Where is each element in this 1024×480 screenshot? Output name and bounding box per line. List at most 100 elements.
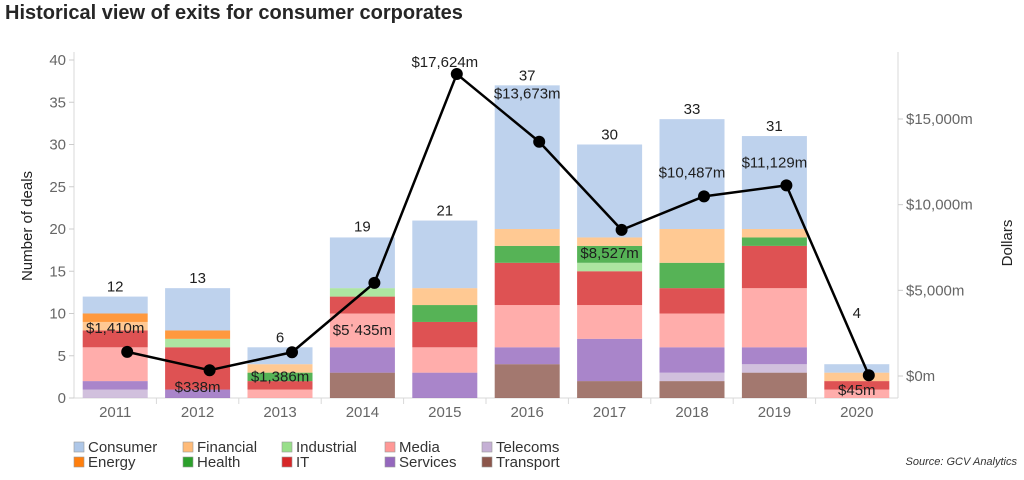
bar-segment-consumer-2014	[329, 237, 395, 289]
legend-item-media[interactable]: Media	[384, 439, 441, 456]
bar-segment-energy-2012	[165, 330, 231, 339]
bar-segment-consumer-2020	[824, 364, 890, 373]
legend-label: Transport	[496, 454, 560, 471]
y-axis-title: Number of deals	[19, 171, 36, 281]
dollars-point-2012	[203, 364, 216, 377]
bar-segment-health-2013	[247, 372, 313, 382]
y2-axis-title: Dollars	[999, 220, 1016, 267]
y-tick-label: 10	[49, 306, 66, 323]
legend-item-financial[interactable]: Financial	[182, 439, 257, 456]
legend-swatch	[481, 441, 493, 453]
bar-segment-industrial-2017	[577, 262, 643, 272]
y-tick-label: 15	[49, 263, 66, 280]
bar-segment-it-2013	[247, 381, 313, 390]
bar-segment-financial-2017	[577, 237, 643, 246]
dollars-point-2014	[368, 276, 381, 289]
bar-segment-services-2012	[165, 389, 231, 398]
deal-count-label-2016: 37	[519, 67, 536, 84]
y2-tick-label: $5,000m	[906, 282, 964, 299]
legend-item-energy[interactable]: Energy	[73, 454, 136, 471]
bar-segment-it-2011	[82, 330, 148, 348]
bar-segment-consumer-2019	[741, 136, 807, 229]
deal-count-label-2017: 30	[601, 127, 618, 144]
bar-segment-transport-2018	[659, 381, 725, 398]
dollar-label-2017: $8,527m	[580, 245, 638, 262]
legend-label: Health	[197, 454, 240, 471]
bar-segment-media-2019	[741, 288, 807, 348]
bar-segment-transport-2016	[494, 364, 560, 398]
legend-item-it[interactable]: IT	[281, 454, 309, 471]
bar-segment-media-2011	[82, 347, 148, 382]
bar-segment-services-2014	[329, 347, 395, 373]
bar-segment-it-2018	[659, 288, 725, 314]
legend-item-consumer[interactable]: Consumer	[73, 439, 157, 456]
deal-count-label-2020: 4	[853, 305, 861, 322]
x-tick-label: 2016	[511, 404, 544, 421]
bar-segment-consumer-2012	[165, 288, 231, 331]
y-tick-label: 5	[58, 348, 66, 365]
legend-label: IT	[296, 454, 309, 471]
x-tick-label: 2015	[428, 404, 461, 421]
data-labels: 12 13 6 19 21 37 30 33 31 4 $1,410m $338m $1,386m $5ˈ…	[86, 54, 876, 399]
bar-segment-financial-2016	[494, 229, 560, 246]
legend-swatch	[384, 441, 396, 453]
legend-swatch	[481, 456, 493, 468]
bar-segment-media-2020	[824, 389, 890, 398]
bar-segment-health-2016	[494, 245, 560, 263]
dollars-point-2019	[780, 179, 793, 192]
dollar-label-2018: $10,487m	[659, 164, 726, 181]
dollars-point-2020	[862, 369, 875, 382]
x-tick-label: 2018	[675, 404, 708, 421]
legend-swatch	[182, 441, 194, 453]
deal-count-label-2014: 19	[354, 218, 371, 235]
axes: 0 5 10 15 20 25 30 35 40 $0m $5,000m $10,000m $15,00…	[19, 52, 1016, 421]
deal-count-label-2019: 31	[766, 118, 783, 135]
legend-swatch	[384, 456, 396, 468]
dollar-label-2019: $11,129m	[742, 154, 808, 171]
bar-segment-services-2019	[741, 347, 807, 365]
x-tick-label: 2020	[840, 404, 873, 421]
bar-segment-it-2019	[741, 245, 807, 289]
dollars-point-2018	[698, 190, 710, 203]
bar-segment-consumer-2017	[577, 144, 643, 238]
legend-item-health[interactable]: Health	[182, 454, 240, 471]
source-note: Source: GCV Analytics	[905, 456, 1017, 468]
x-tick-label: 2013	[263, 404, 296, 421]
bar-segment-financial-2020	[824, 372, 890, 382]
dollar-label-2011: $1,410m	[86, 320, 144, 337]
legend-item-telecoms[interactable]: Telecoms	[481, 439, 559, 456]
bar-segment-media-2015	[412, 347, 478, 373]
bar-segment-energy-2011	[82, 313, 148, 322]
legend-item-services[interactable]: Services	[384, 454, 457, 471]
bar-segment-financial-2018	[659, 229, 725, 263]
bar-segment-it-2015	[412, 321, 478, 348]
y2-tick-label: $10,000m	[906, 197, 973, 214]
legend-item-industrial[interactable]: Industrial	[281, 439, 357, 456]
bar-segment-media-2017	[577, 305, 643, 339]
dollar-label-2014: $5ˈ435m	[333, 322, 392, 339]
bar-segment-it-2020	[824, 381, 890, 390]
dollars-point-2016	[533, 135, 546, 148]
bar-segment-financial-2015	[412, 288, 478, 306]
y-tick-label: 40	[49, 52, 66, 69]
legend-label: Industrial	[296, 439, 357, 456]
bar-segment-consumer-2015	[412, 220, 478, 289]
deal-count-label-2012: 13	[189, 270, 206, 287]
x-tick-label: 2014	[346, 404, 379, 421]
bar-segment-transport-2019	[741, 372, 807, 398]
bar-segment-it-2014	[329, 296, 395, 314]
bar-segment-consumer-2016	[494, 85, 560, 229]
legend-item-transport[interactable]: Transport	[481, 454, 560, 471]
stacked-bars	[82, 85, 890, 398]
bar-segment-services-2011	[82, 381, 148, 390]
bar-segment-services-2016	[494, 347, 560, 365]
bar-segment-financial-2019	[741, 229, 807, 238]
y2-tick-label: $0m	[906, 368, 935, 385]
bar-segment-it-2016	[494, 262, 560, 306]
bar-segment-telecoms-2019	[741, 364, 807, 373]
bar-segment-health-2015	[412, 305, 478, 322]
bar-segment-services-2017	[577, 338, 643, 382]
y-tick-label: 0	[58, 390, 66, 407]
dollar-label-2015: $17,624m	[411, 54, 478, 71]
dollars-point-2013	[286, 346, 298, 359]
